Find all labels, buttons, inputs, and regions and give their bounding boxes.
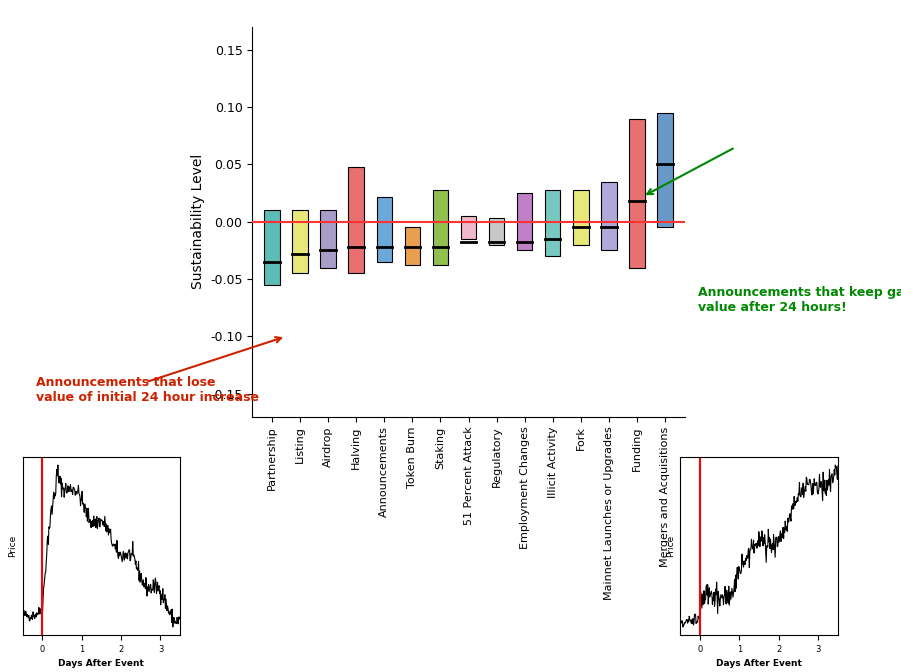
Bar bbox=[573, 190, 588, 245]
Bar bbox=[405, 228, 420, 265]
Bar bbox=[517, 193, 532, 251]
Bar bbox=[349, 167, 364, 274]
Bar bbox=[601, 181, 616, 251]
Bar bbox=[321, 210, 336, 267]
Bar bbox=[658, 113, 673, 228]
X-axis label: Days After Event: Days After Event bbox=[716, 659, 802, 669]
Bar bbox=[292, 210, 308, 274]
Bar bbox=[489, 218, 505, 245]
Bar bbox=[264, 210, 279, 285]
Bar bbox=[460, 216, 477, 239]
Text: Announcements that lose
value of initial 24 hour increase: Announcements that lose value of initial… bbox=[36, 376, 259, 405]
Text: Announcements that keep gaining
value after 24 hours!: Announcements that keep gaining value af… bbox=[698, 286, 901, 314]
Bar bbox=[545, 190, 560, 256]
X-axis label: Days After Event: Days After Event bbox=[59, 659, 144, 669]
Bar bbox=[629, 118, 645, 267]
Bar bbox=[377, 196, 392, 262]
Bar bbox=[432, 190, 448, 265]
Y-axis label: Sustainability Level: Sustainability Level bbox=[190, 154, 205, 290]
Y-axis label: Price: Price bbox=[8, 535, 17, 557]
Y-axis label: Price: Price bbox=[666, 535, 675, 557]
